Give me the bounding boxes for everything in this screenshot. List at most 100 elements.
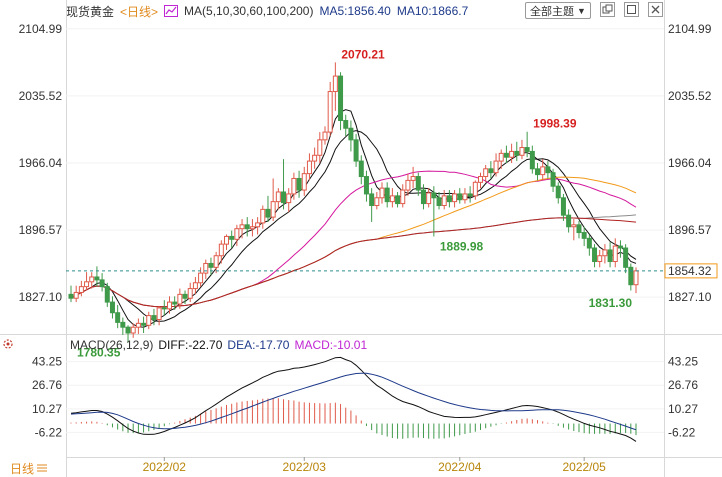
price-annotations: 2070.21 1998.39 1889.98 1780.35 1831.30 [77,47,632,359]
price-axis: 2104.99 2104.99 2035.52 2035.52 1966.04 1966.… [19,22,712,304]
candle-body [260,208,266,224]
dea-value: DEA:-17.70 [227,338,290,352]
candle-body [187,288,193,299]
candle-body [255,222,261,228]
left-price-tick: 1896.57 [19,223,63,237]
candle-body [617,245,623,249]
candle-body [555,185,561,199]
right-macd-tick: 10.27 [668,402,698,416]
left-macd-tick: 26.76 [32,378,62,392]
candle-body [540,166,546,176]
candle-body [234,228,240,240]
candle-body [560,197,566,216]
right-macd-tick: -6.22 [668,425,696,439]
macd-params[interactable]: MACD(26,12,9) [70,338,154,352]
candle-body [301,173,307,191]
candle-body [633,270,639,286]
candle-body [420,189,426,205]
candle-body [166,301,172,310]
ma60-line [70,176,637,308]
candle-body [332,75,338,93]
candle-body [519,147,525,156]
close-icon[interactable] [648,2,663,17]
candle-body [104,286,110,303]
footer-period-label: 日线 [10,461,35,476]
right-price-tick: 1896.57 [668,223,712,237]
date-tick-label: 2022/03 [283,460,327,474]
restore-icon[interactable] [600,2,615,17]
candle-body [550,172,556,187]
annotation-low: 1889.98 [440,239,484,253]
candle-body [535,168,541,176]
ma-settings-label[interactable]: MA(5,10,30,60,100,200) [184,4,314,18]
candle-body [498,152,504,162]
candle-body [628,266,634,286]
annotation-high: 2070.21 [341,47,385,61]
candle-body [327,91,333,133]
macd-header: MACD(26,12,9) DIFF:-22.70 DEA:-17.70 MAC… [70,338,367,352]
candle-body [441,195,447,207]
candle-body [68,293,74,299]
candle-body [363,176,369,195]
candle-body [322,131,328,141]
tool-icon[interactable] [1,337,15,355]
candle-body [483,168,489,178]
candle-body [612,245,618,263]
ma100-line [70,214,637,308]
date-tick-label: 2022/05 [562,460,606,474]
last-price-label: 1854.32 [668,264,712,278]
candle-body [213,255,219,268]
candle-body [452,193,458,203]
last-price-line: 1854.32 [66,263,718,279]
candle-body [493,160,499,174]
candle-body [384,187,390,203]
candlesticks [68,62,639,343]
candle-body [249,226,255,230]
left-macd-tick: 43.25 [32,355,62,369]
candle-body [571,224,577,228]
candle-body [343,120,349,129]
instrument-title: 现货黄金 [66,4,115,19]
candle-body [467,193,473,197]
maximize-icon[interactable] [624,2,639,17]
candle-body [410,176,416,181]
period-label[interactable]: <日线> [120,4,159,19]
right-macd-tick: 26.76 [668,378,698,392]
ma5-value: MA5:1856.40 [319,4,391,18]
footer-period[interactable]: 日线 [0,459,66,477]
right-macd-tick: 43.25 [668,355,698,369]
candle-body [472,181,478,197]
moving-averages [70,109,637,328]
candle-body [446,195,452,203]
candle-body [172,301,178,305]
annotation-low: 1780.35 [77,345,121,359]
candle-body [244,224,250,230]
menu-icon[interactable] [37,459,48,477]
candle-body [275,191,281,203]
candle-body [192,282,198,290]
candle-body [296,177,302,191]
candle-body [348,127,354,141]
candle-body [218,243,224,257]
left-price-tick: 1966.04 [19,156,63,170]
candle-body [135,322,141,328]
ma-chart-icon[interactable] [164,5,179,17]
candle-body [623,247,629,268]
candle-body [379,187,385,199]
last-price-box [664,263,718,279]
candle-body [431,192,437,199]
candle-body [358,160,364,178]
theme-dropdown[interactable]: 全部主题 ▼ [525,2,591,19]
annotation-low: 1831.30 [589,296,633,310]
candle-body [488,168,494,174]
left-macd-tick: -6.22 [35,425,63,439]
candle-body [389,195,395,203]
candle-body [89,276,95,283]
candle-body [426,192,432,205]
ma10-value: MA10:1866.7 [396,4,469,18]
date-tick-label: 2022/04 [438,460,482,474]
candle-body [586,237,592,249]
candle-body [477,176,483,183]
candle-body [198,272,204,284]
